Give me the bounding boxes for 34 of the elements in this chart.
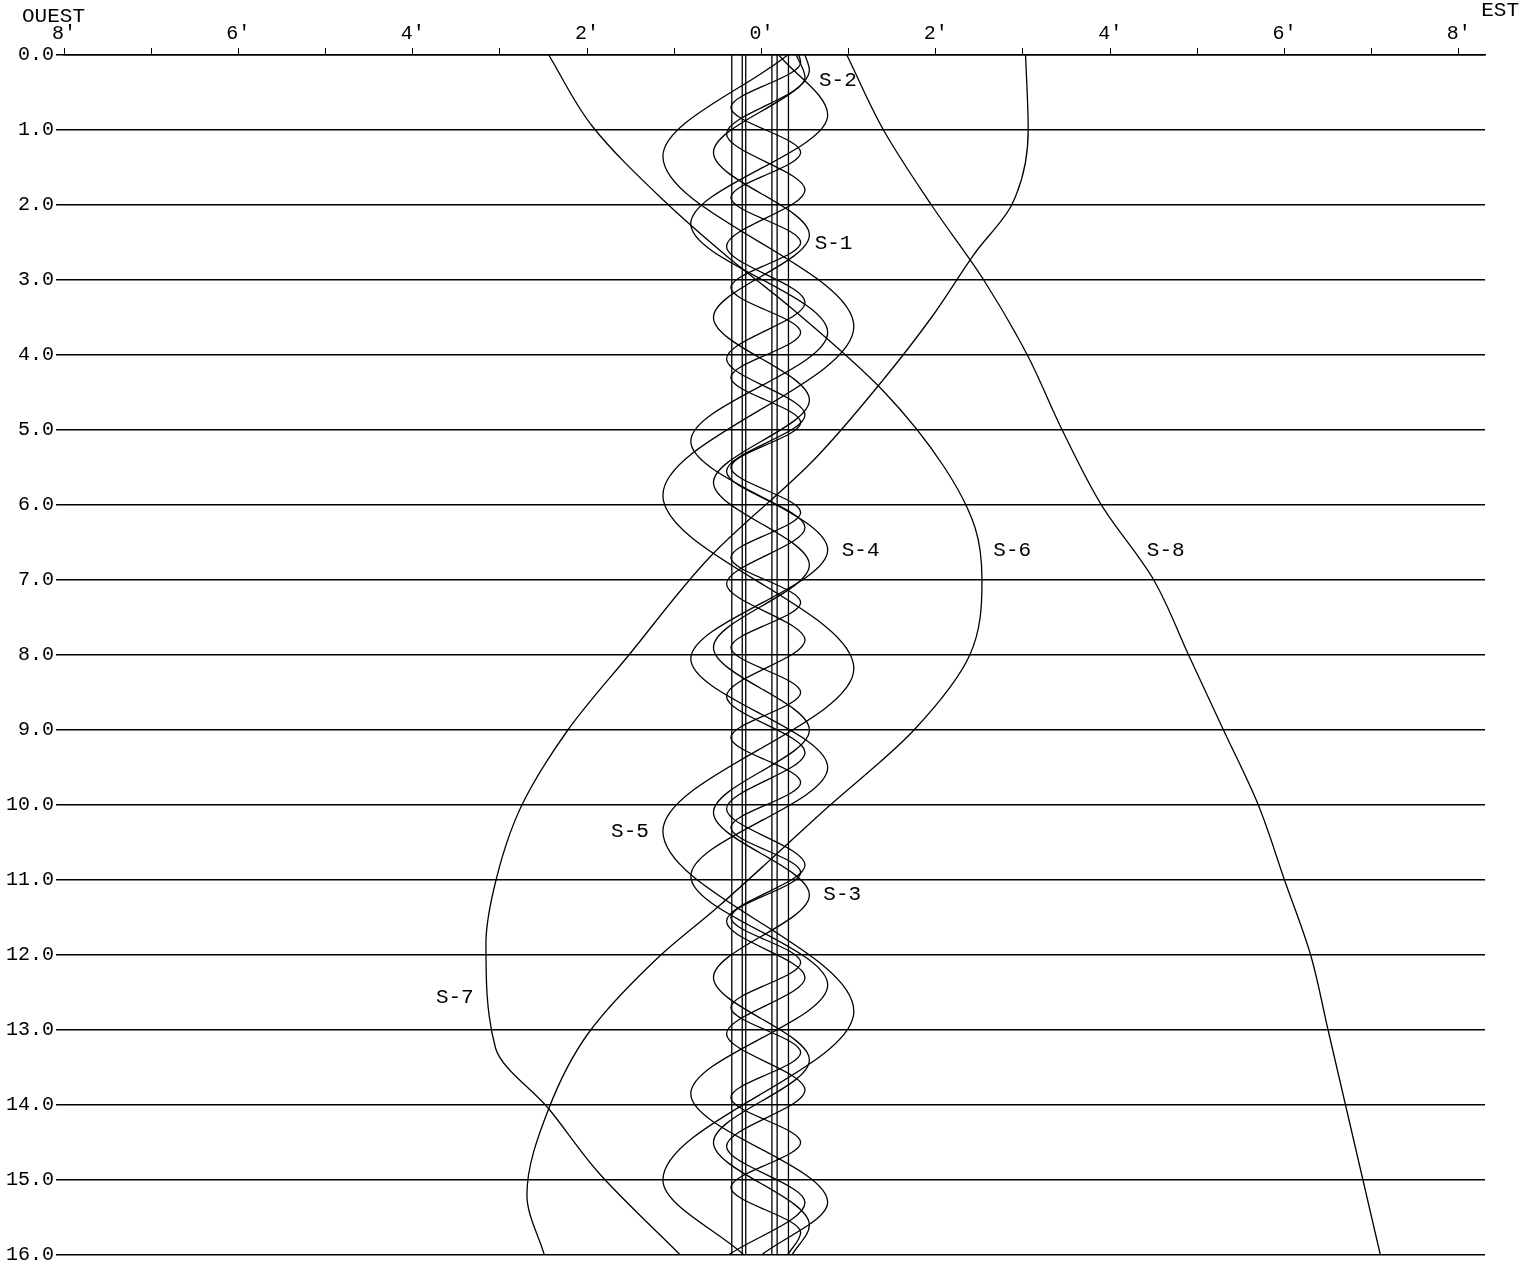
annotation: S-1 — [814, 231, 853, 255]
y-tick-label: 15.0 — [5, 1168, 55, 1192]
y-tick-label: 11.0 — [5, 868, 55, 892]
y-tick-label: 1.0 — [17, 118, 55, 142]
y-tick-label: 16.0 — [5, 1243, 55, 1267]
x-tick-label: 2' — [923, 22, 948, 46]
y-tick-label: 2.0 — [17, 193, 55, 217]
annotation: S-7 — [435, 986, 474, 1010]
y-tick-label: 12.0 — [5, 943, 55, 967]
y-tick-label: 6.0 — [17, 493, 55, 517]
annotation: S-8 — [1146, 538, 1185, 562]
x-tick-label: 6' — [1272, 22, 1297, 46]
y-tick-label: 5.0 — [17, 418, 55, 442]
y-tick-label: 13.0 — [5, 1018, 55, 1042]
y-tick-label: 4.0 — [17, 343, 55, 367]
x-tick-label: 2' — [575, 22, 600, 46]
y-tick-label: 8.0 — [17, 643, 55, 667]
y-tick-label: 0.0 — [17, 43, 55, 67]
annotation: S-3 — [823, 882, 862, 906]
x-tick-label: 4' — [400, 22, 425, 46]
y-tick-label: 10.0 — [5, 793, 55, 817]
annotation: S-2 — [819, 69, 857, 93]
annotation: S-4 — [841, 538, 880, 562]
x-tick-label: 4' — [1098, 22, 1123, 46]
y-tick-label: 7.0 — [17, 568, 55, 592]
y-tick-label: 9.0 — [17, 718, 55, 742]
x-tick-label: 0' — [749, 22, 774, 46]
annotation: S-6 — [993, 538, 1032, 562]
y-tick-label: 3.0 — [17, 268, 55, 292]
y-tick-label: 14.0 — [5, 1093, 55, 1117]
x-tick-label: 6' — [226, 22, 251, 46]
x-tick-label: 8' — [1446, 22, 1471, 46]
annotation: S-5 — [611, 819, 649, 843]
text: EST — [1481, 0, 1519, 22]
